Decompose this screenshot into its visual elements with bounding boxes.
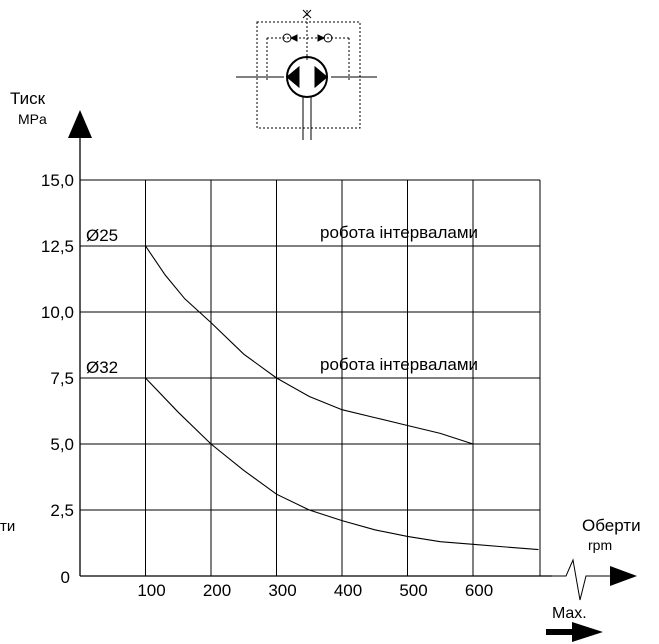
y-axis-title: Тиск [10,89,46,108]
y-tick-label: 10,0 [41,303,74,322]
chart-grid [79,138,552,577]
limit-annotation: робота інтервалами [320,223,478,242]
hydraulic-motor-symbol-icon [236,9,377,140]
x-tick-label: 100 [137,581,165,600]
y-tick-label: 12,5 [41,237,74,256]
limit-annotation: робота інтервалами [320,355,478,374]
y-axis-arrow-icon [68,110,92,138]
max-arrow-icon [546,622,603,642]
x-axis-title: Оберти [582,516,641,535]
x-tick-label: 500 [399,581,427,600]
y-tick-label: 0 [61,568,70,587]
y-axis-unit: MPa [18,111,47,127]
series-line-1 [80,245,474,445]
series-line-2 [80,377,539,551]
series-label: Ø25 [86,226,118,245]
x-tick-label: 600 [465,581,493,600]
y-tick-label: 5,0 [50,435,74,454]
x-tick-label: 400 [334,581,362,600]
left-edge-label: ти [0,518,15,535]
x-axis-arrow-icon [610,566,637,586]
x-axis-unit: rpm [588,537,612,553]
x-tick-label: 300 [268,581,296,600]
y-tick-label: 15,0 [41,171,74,190]
series-label: Ø32 [86,358,118,377]
chart-marks: 15,0 12,5 10,0 7,5 5,0 2,5 0 100 200 300 400 500 600… [41,171,540,600]
y-tick-label: 7,5 [50,369,74,388]
axis-break-icon [552,558,610,601]
max-label: Max. [552,605,587,622]
x-tick-label: 200 [203,581,231,600]
y-tick-label: 2,5 [50,501,74,520]
